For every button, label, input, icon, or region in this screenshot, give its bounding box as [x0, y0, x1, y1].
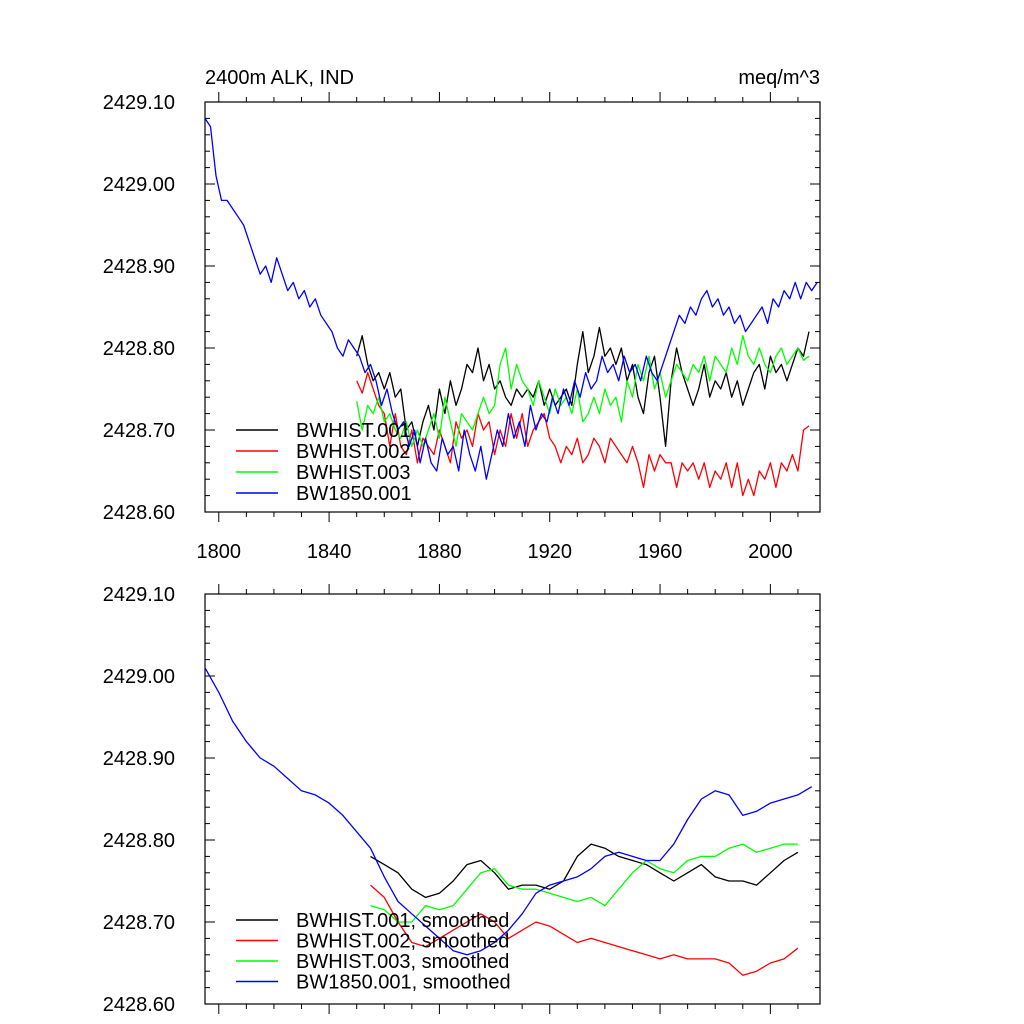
- legend-label: BWHIST.001: [296, 420, 410, 442]
- legend-label: BWHIST.003: [296, 462, 410, 484]
- bottom-panel: 2428.60 2428.70 2428.80 2428.90 2429.00 2429.…: [103, 584, 821, 1016]
- y-tick-label: 2428.80: [103, 338, 175, 360]
- legend-label: BWHIST.002, smoothed: [296, 931, 509, 953]
- series-line-bw1850-001: [204, 118, 818, 480]
- series-line-bwhist-001: [356, 326, 810, 448]
- y-tick-label: 2428.70: [103, 420, 175, 442]
- y-tick-label: 2428.90: [103, 748, 175, 770]
- y-tick-label: 2429.00: [103, 666, 175, 688]
- y-tick-label: 2428.80: [103, 830, 175, 852]
- series-line-bwhist-001-smoothed: [370, 843, 799, 899]
- legend-label: BW1850.001, smoothed: [296, 972, 511, 994]
- series-line-bw1850-001-smoothed: [204, 667, 813, 956]
- y-tick-label: 2428.60: [103, 502, 175, 524]
- x-tick-label: 1840: [307, 541, 352, 563]
- legend-label: BWHIST.003, smoothed: [296, 951, 509, 973]
- x-tick-label: 2000: [748, 541, 793, 563]
- x-tick-label: 1960: [638, 541, 683, 563]
- plot-frame: [204, 593, 821, 1005]
- series-line-bwhist-003: [356, 335, 810, 448]
- chart-title: 2400m ALK, IND: [205, 67, 354, 89]
- legend-label: BWHIST.001, smoothed: [296, 910, 509, 932]
- top-panel: 2428.60 2428.70 2428.80 2428.90 2429.00 2429.…: [103, 67, 821, 563]
- units-label: meq/m^3: [738, 67, 820, 89]
- y-tick-label: 2428.70: [103, 912, 175, 934]
- x-tick-label: 1920: [527, 541, 572, 563]
- legend-label: BWHIST.002: [296, 441, 410, 463]
- y-tick-label: 2429.00: [103, 174, 175, 196]
- y-tick-label: 2428.60: [103, 994, 175, 1016]
- y-tick-label: 2429.10: [103, 584, 175, 606]
- series-line-bwhist-002: [356, 371, 810, 497]
- y-tick-label: 2428.90: [103, 256, 175, 278]
- y-tick-label: 2429.10: [103, 92, 175, 114]
- x-tick-label: 1880: [417, 541, 462, 563]
- plot-frame: [204, 101, 821, 513]
- series-line-bwhist-003-smoothed: [370, 843, 798, 923]
- series-line-bwhist-002-smoothed: [370, 884, 799, 976]
- legend-label: BW1850.001: [296, 483, 412, 505]
- x-tick-label: 1800: [197, 541, 242, 563]
